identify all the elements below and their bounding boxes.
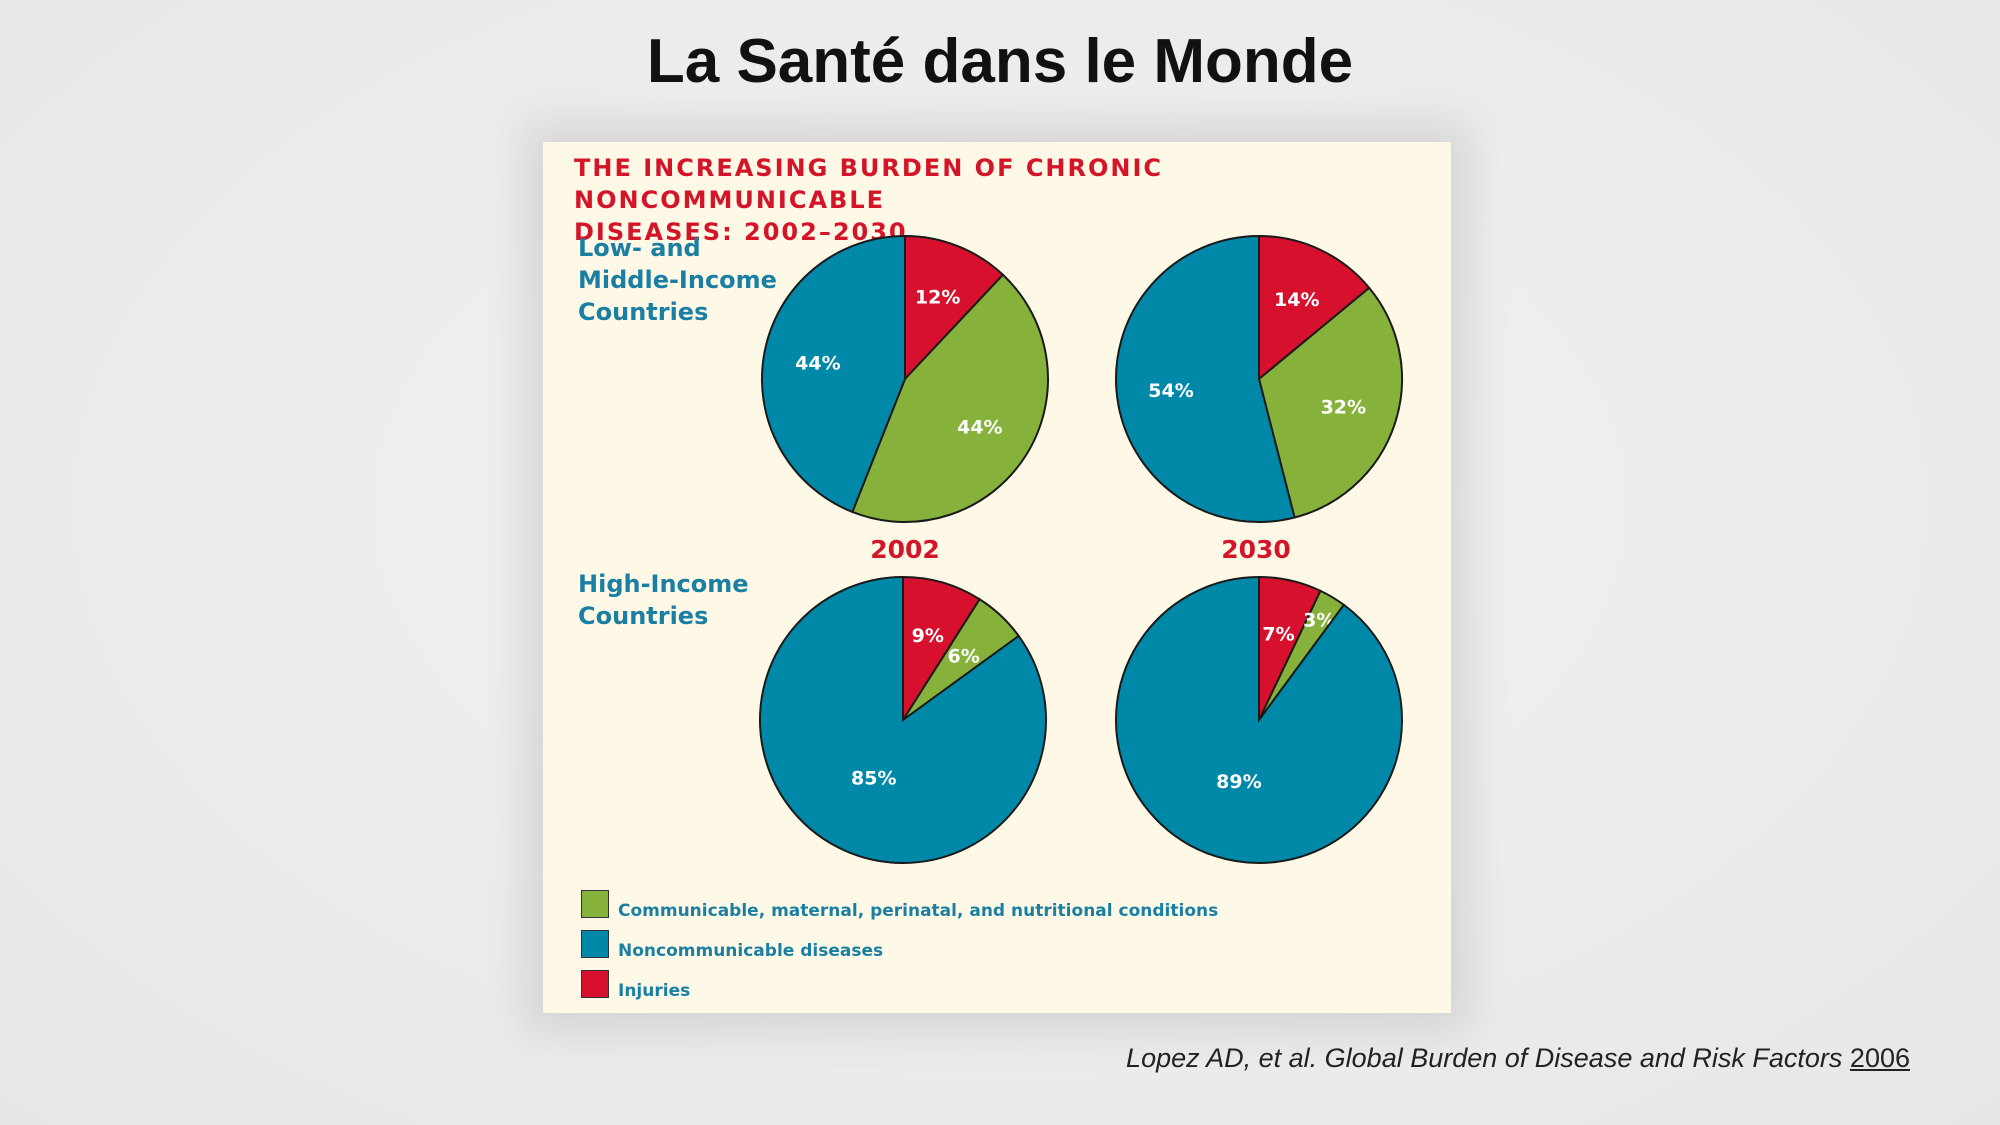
pie-slice-noncommunicable — [759, 575, 1047, 864]
group-label-line: Countries — [578, 602, 709, 630]
pie-label-communicable: 32% — [1321, 396, 1366, 418]
legend: Communicable, maternal, perinatal, and n… — [581, 884, 1218, 1004]
group-label-line: High-Income — [578, 570, 749, 598]
pie-label-injuries: 9% — [912, 625, 944, 647]
year-label-2030: 2030 — [1221, 535, 1291, 564]
pie-slice-communicable — [1257, 286, 1403, 519]
citation-year-link[interactable]: 2006 — [1849, 1043, 1910, 1073]
slide-title: La Santé dans le Monde — [646, 27, 1354, 96]
chart-figure: THE INCREASING BURDEN OF CHRONIC NONCOMM… — [543, 142, 1451, 1013]
pie-slice-noncommunicable — [1115, 575, 1403, 864]
pie-charts: 12%44%44%14%32%54%9%6%85%7%3%89% — [759, 234, 1403, 864]
legend-label-injuries: Injuries — [618, 981, 691, 1001]
pie-label-communicable: 44% — [957, 417, 1002, 439]
legend-swatch-noncommunicable — [581, 930, 609, 958]
pie-label-communicable: 6% — [948, 645, 980, 667]
legend-item-communicable: Communicable, maternal, perinatal, and n… — [581, 884, 1218, 924]
legend-item-noncommunicable: Noncommunicable diseases — [581, 924, 1218, 964]
pie-slice-noncommunicable — [761, 234, 906, 514]
chart-title: THE INCREASING BURDEN OF CHRONIC NONCOMM… — [574, 152, 1434, 248]
pie-label-injuries: 12% — [915, 287, 960, 309]
pie-slice-communicable — [851, 273, 1049, 523]
pie-label-noncommunicable: 85% — [851, 767, 896, 789]
citation: Lopez AD, et al. Global Burden of Diseas… — [1126, 1043, 1910, 1074]
legend-label-noncommunicable: Noncommunicable diseases — [618, 941, 884, 961]
group-label-line: Countries — [578, 298, 709, 326]
group-label-high-income: High-Income Countries — [578, 568, 749, 632]
year-label-2002: 2002 — [870, 535, 940, 564]
legend-swatch-injuries — [581, 970, 609, 998]
pie-label-noncommunicable: 44% — [795, 352, 840, 374]
legend-label-communicable: Communicable, maternal, perinatal, and n… — [618, 901, 1219, 921]
legend-item-injuries: Injuries — [581, 964, 1218, 1004]
pie-label-injuries: 7% — [1262, 624, 1294, 646]
group-label-line: Low- and — [578, 234, 701, 262]
group-label-line: Middle-Income — [578, 266, 777, 294]
pie-slice-noncommunicable — [1115, 234, 1296, 523]
pie-slice-injuries — [1258, 234, 1371, 382]
pie-slice-injuries — [904, 234, 1005, 382]
pie-label-noncommunicable: 54% — [1148, 380, 1193, 402]
pie-slice-injuries — [902, 575, 982, 724]
pie-label-noncommunicable: 89% — [1216, 771, 1261, 793]
citation-text: Lopez AD, et al. Global Burden of Diseas… — [1126, 1043, 1843, 1073]
pie-label-injuries: 14% — [1274, 289, 1319, 311]
chart-title-line-2: DISEASES: 2002–2030 — [574, 218, 908, 246]
chart-title-line-1: THE INCREASING BURDEN OF CHRONIC NONCOMM… — [574, 154, 1164, 214]
legend-swatch-communicable — [581, 890, 609, 918]
group-label-low-middle-income: Low- and Middle-Income Countries — [578, 232, 777, 328]
